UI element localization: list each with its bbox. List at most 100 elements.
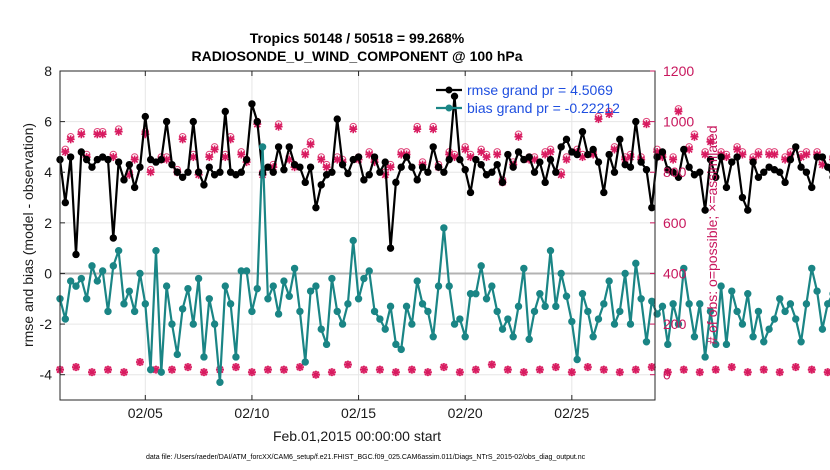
rmse-point [712,173,720,181]
rmse-point [162,117,171,126]
rmse-point [648,203,656,212]
rmse-point [808,183,816,192]
obs-assimilated-marker [519,368,528,377]
rmse-point [344,169,352,178]
obs-assimilated-marker [733,145,742,154]
obs-assimilated-marker [391,368,400,377]
obs-assimilated-marker [205,153,214,162]
rmse-point [578,128,587,136]
obs-assimilated-marker [130,155,139,164]
obs-assimilated-marker [263,365,272,374]
bias-point [381,325,389,333]
rmse-point [717,153,725,161]
obs-assimilated-marker [487,360,496,369]
bias-point [301,358,309,366]
rmse-point [530,168,539,176]
rmse-point [434,163,443,171]
bias-point [472,290,480,298]
obs-assimilated-marker [701,150,710,159]
obs-assimilated-marker [727,363,736,372]
rmse-point [306,163,315,171]
rmse-point [248,100,256,108]
obs-assimilated-marker [77,130,86,139]
bias-point [418,300,427,308]
obs-assimilated-marker [535,365,544,374]
bias-point [338,320,347,328]
rmse-point [488,168,496,176]
rmse-point [360,176,368,184]
obs-assimilated-marker [599,365,608,374]
obs-assimilated-marker [551,363,560,372]
rmse-point [616,135,624,144]
bias-point [72,282,80,290]
rmse-point [440,168,448,176]
bias-point [168,320,176,328]
rmse-point [562,135,571,144]
y-axis-left-label: rmse and bias (model - observation) [20,123,36,347]
rmse-point [301,178,309,187]
obs-assimilated-marker [167,365,176,374]
rmse-point [72,250,80,259]
bias-point [653,310,661,318]
rmse-point [802,168,811,176]
rmse-point [381,158,389,166]
obs-assimilated-marker [237,150,246,159]
obs-assimilated-marker [503,365,512,374]
bias-point [328,274,336,283]
obs-assimilated-marker [279,365,288,374]
bias-point [184,284,192,293]
bias-point [557,269,565,278]
obs-assimilated-marker [413,125,422,134]
obs-assimilated-marker [66,135,75,144]
bias-point [637,295,645,303]
rmse-point [653,153,661,161]
bias-point [610,320,619,328]
bias-point [104,307,112,316]
bias-point [349,236,357,245]
rmse-point [632,117,640,126]
obs-assimilated-marker [301,150,310,159]
bias-point [616,307,624,316]
rmse-point [130,183,139,192]
left-tick-label: 4 [44,164,52,180]
rmse-point [136,163,144,171]
bias-point [402,302,411,311]
bias-point [722,340,731,349]
rmse-point [504,150,512,159]
right-tick-label: 800 [663,164,687,180]
x-axis-ticks: 02/05 02/10 02/15 02/20 02/25 [128,71,590,421]
rmse-point [669,168,677,176]
left-tick-label: -4 [40,367,53,383]
bias-point [786,300,795,308]
bias-point [360,274,368,283]
bias-point [504,315,512,323]
bias-point [120,300,128,308]
chart-subtitle: RADIOSONDE_U_WIND_COMPONENT @ 100 hPa [191,48,522,64]
rmse-point [781,178,789,187]
rmse-point [237,168,245,176]
legend-entry: bias grand pr = -0.22212 [436,100,620,116]
rmse-point [418,163,427,171]
rmse-point [450,92,459,101]
bias-point [61,315,70,323]
bias-point [765,325,773,333]
obs-assimilated-marker [610,145,619,154]
obs-assimilated-marker [674,107,683,116]
x-tick-label: 02/15 [341,405,376,421]
bias-point [445,282,453,290]
rmse-point [701,206,709,214]
rmse-point [792,143,800,151]
obs-assimilated-marker [754,150,763,159]
bias-point [370,307,379,316]
rmse-point [77,148,86,156]
bias-point [413,277,421,285]
bias-point [509,333,517,341]
bias-point [344,300,352,308]
bias-point [802,300,811,308]
rmse-point [424,168,432,176]
obs-assimilated-marker [471,365,480,374]
obs-assimilated-marker [439,363,448,372]
right-tick-label: 200 [663,316,687,332]
bias-point [450,320,459,328]
bias-point [157,368,165,376]
